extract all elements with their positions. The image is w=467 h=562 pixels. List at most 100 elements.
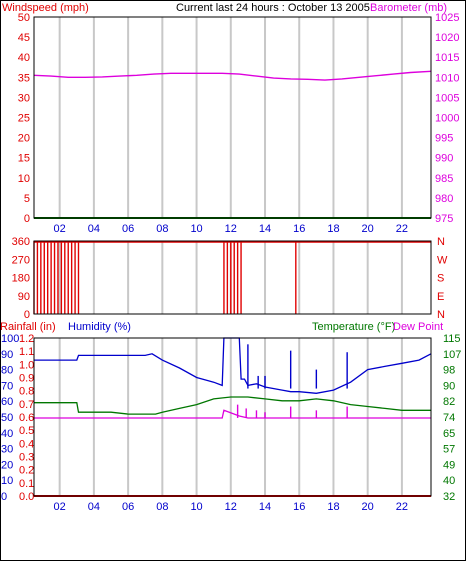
y-tick-label: 0 [24, 213, 30, 225]
y-tick-label: 70 [1, 380, 13, 392]
x-tick-label: 20 [362, 223, 374, 235]
y-tick-label: 1025 [435, 12, 459, 24]
y-tick-label: 35 [18, 72, 30, 84]
y-tick-label: 82 [443, 396, 455, 408]
y-tick-label: 49 [443, 459, 455, 471]
y-tick-label: 5 [24, 193, 30, 205]
x-tick-label: 04 [88, 501, 100, 513]
y-tick-label: 50 [1, 412, 13, 424]
y-tick-label: 107 [443, 349, 461, 361]
y-tick-label: 40 [18, 52, 30, 64]
y-tick-label: 270 [12, 254, 30, 266]
y-tick-label: 1.0 [19, 359, 34, 371]
x-tick-label: 22 [396, 501, 408, 513]
y-tick-label: 0.4 [19, 438, 34, 450]
y-tick-label: 0 [24, 309, 30, 321]
y-tick-label: 25 [18, 113, 30, 125]
x-tick-label: 02 [54, 223, 66, 235]
x-tick-label: 04 [88, 223, 100, 235]
y-tick-label: 98 [443, 365, 455, 377]
plot-border [33, 240, 432, 315]
y-tick-label: 980 [435, 193, 453, 205]
x-tick-label: 08 [156, 501, 168, 513]
x-tick-label: 12 [225, 223, 237, 235]
series-line [34, 396, 431, 415]
x-tick-label: 06 [122, 223, 134, 235]
y-tick-label: 60 [1, 396, 13, 408]
y-tick-label: 90 [1, 349, 13, 361]
y-tick-label: 0.5 [19, 425, 34, 437]
y-tick-label: 10 [1, 475, 13, 487]
x-tick-label: 20 [362, 501, 374, 513]
series-line [34, 409, 431, 419]
y-tick-label: 1015 [435, 52, 459, 64]
windspeed-axis-title: Windspeed (mph) [2, 2, 89, 14]
dewpoint-axis-title: Dew Point [393, 321, 443, 333]
y-tick-label: 15 [18, 153, 30, 165]
y-tick-label: 1005 [435, 92, 459, 104]
x-tick-label: 18 [327, 501, 339, 513]
y-tick-label: 1020 [435, 32, 459, 44]
y-tick-label: 0.1 [19, 478, 34, 490]
y-tick-label: 0.7 [19, 399, 34, 411]
x-tick-label: 16 [293, 501, 305, 513]
y-tick-label: 975 [435, 213, 453, 225]
y-tick-label: S [437, 273, 444, 285]
y-tick-label: E [437, 291, 444, 303]
y-tick-label: 30 [1, 444, 13, 456]
humidity-axis-title: Humidity (%) [68, 321, 131, 333]
y-tick-label: 115 [443, 333, 461, 345]
y-tick-label: 100 [1, 333, 19, 345]
y-tick-label: 1.2 [19, 333, 34, 345]
y-tick-label: 90 [443, 380, 455, 392]
y-tick-label: 74 [443, 412, 455, 424]
x-tick-label: 12 [225, 501, 237, 513]
y-tick-label: 180 [12, 273, 30, 285]
y-tick-label: 0.8 [19, 386, 34, 398]
y-tick-label: 65 [443, 428, 455, 440]
x-tick-label: 16 [293, 223, 305, 235]
y-tick-label: 10 [18, 173, 30, 185]
y-tick-label: 20 [18, 133, 30, 145]
y-tick-label: 990 [435, 153, 453, 165]
x-tick-label: 10 [190, 501, 202, 513]
y-tick-label: 32 [443, 491, 455, 503]
y-tick-label: 1.1 [19, 346, 34, 358]
y-tick-label: 80 [1, 365, 13, 377]
y-tick-label: 1000 [435, 113, 459, 125]
rainfall-axis-title: Rainfall (in) [0, 321, 56, 333]
y-tick-label: 40 [1, 428, 13, 440]
plot-border [33, 16, 432, 219]
y-tick-label: 0 [1, 491, 7, 503]
y-tick-label: 40 [443, 475, 455, 487]
x-tick-label: 18 [327, 223, 339, 235]
x-tick-label: 10 [190, 223, 202, 235]
x-tick-label: 02 [54, 501, 66, 513]
x-tick-label: 08 [156, 223, 168, 235]
y-tick-label: 0.3 [19, 452, 34, 464]
temperature-axis-title: Temperature (°F) [312, 321, 395, 333]
y-tick-label: N [437, 309, 445, 321]
y-tick-label: 360 [12, 236, 30, 248]
chart-title: Current last 24 hours : October 13 2005 [176, 2, 370, 14]
y-tick-label: 985 [435, 173, 453, 185]
y-tick-label: 0.0 [19, 491, 34, 503]
y-tick-label: 0.6 [19, 412, 34, 424]
y-tick-label: 90 [18, 291, 30, 303]
x-tick-label: 06 [122, 501, 134, 513]
y-tick-label: 1010 [435, 72, 459, 84]
barometer-axis-title: Barometer (mb) [370, 2, 447, 14]
y-tick-label: 995 [435, 133, 453, 145]
y-tick-label: W [437, 254, 448, 266]
x-tick-label: 14 [259, 223, 271, 235]
y-tick-label: 0.2 [19, 465, 34, 477]
x-tick-label: 22 [396, 223, 408, 235]
y-tick-label: 57 [443, 444, 455, 456]
y-tick-label: 30 [18, 92, 30, 104]
y-tick-label: 20 [1, 459, 13, 471]
series-line [33, 70, 432, 81]
y-tick-label: 45 [18, 32, 30, 44]
y-tick-label: 50 [18, 12, 30, 24]
